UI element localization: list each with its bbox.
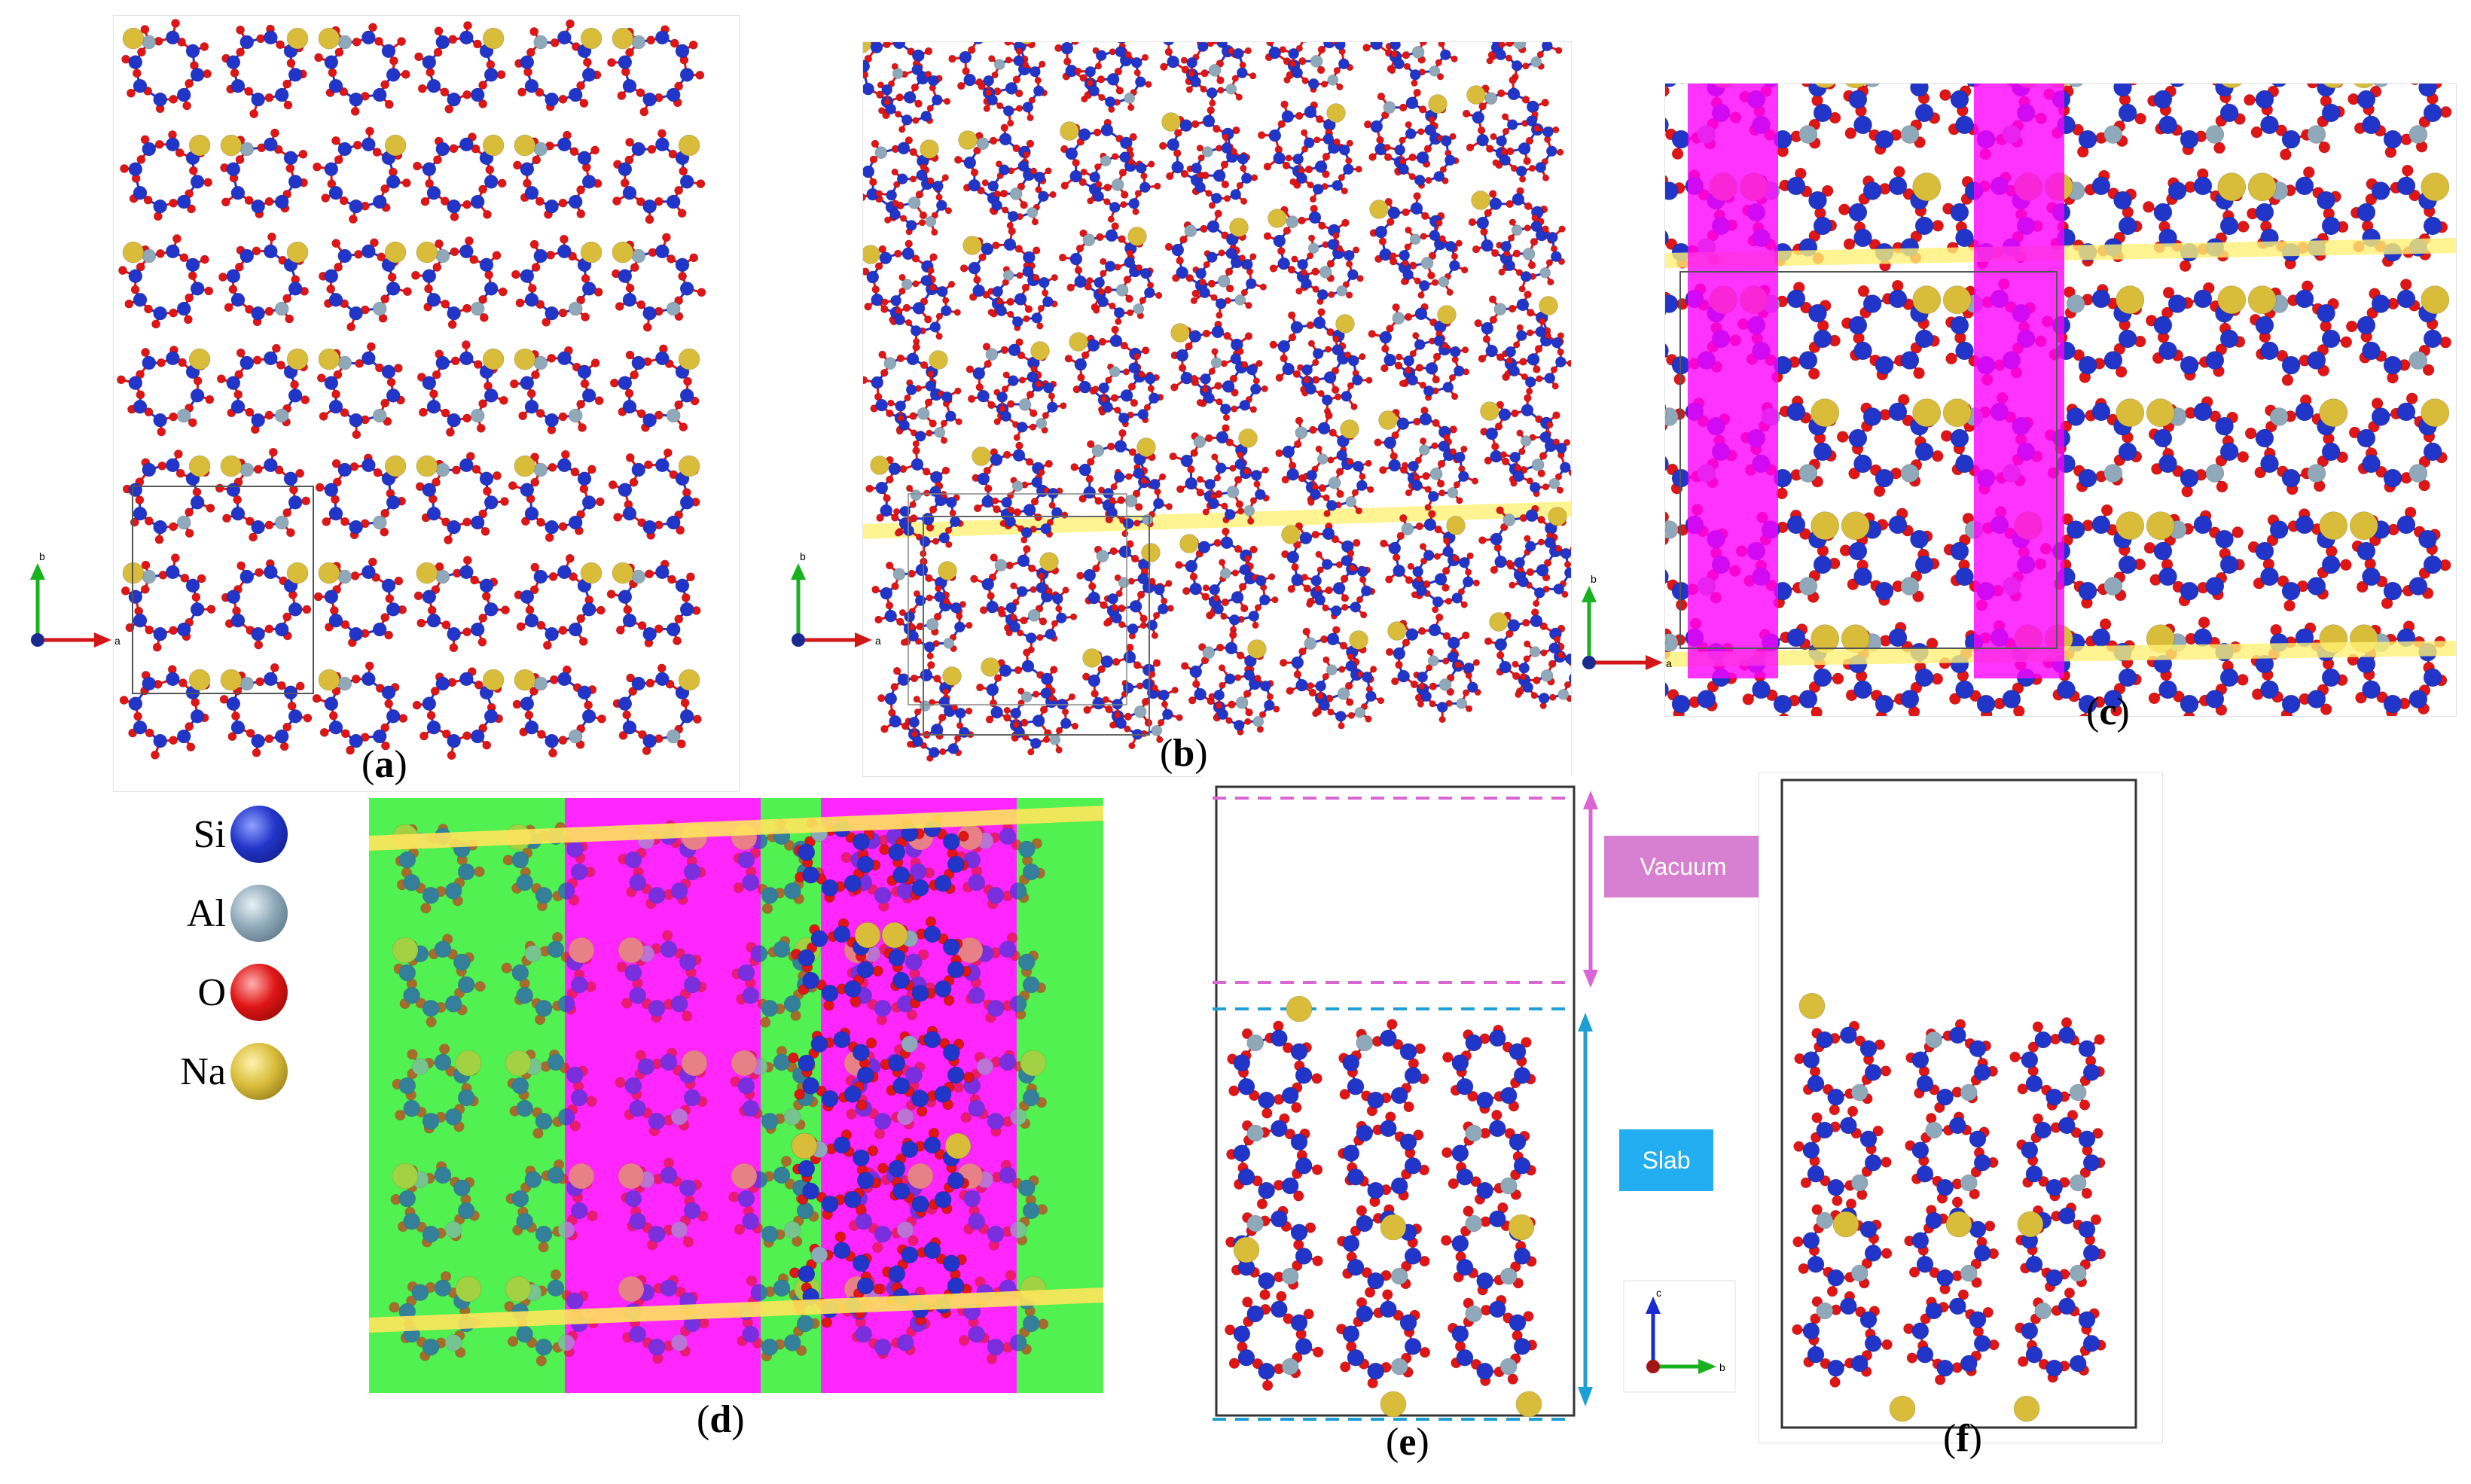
panel-e-structure <box>1201 776 1608 1431</box>
panel-e-slab <box>1213 785 1598 1421</box>
panel-a-structure <box>113 15 740 792</box>
panel-c-axes: b a <box>1574 572 1672 681</box>
axis-label-a: a <box>114 635 120 647</box>
panel-d-lattice <box>369 798 1103 1393</box>
panel-label-b: (b) <box>1160 732 1208 775</box>
panel-a-lattice <box>116 19 706 760</box>
slab-label: Slab <box>1619 1129 1713 1191</box>
panel-label-f: (f) <box>1943 1417 1982 1460</box>
al-atom-icon <box>230 885 288 942</box>
panel-label-d: (d) <box>697 1398 745 1441</box>
na-atom-icon <box>230 1043 288 1100</box>
legend-al: Al <box>136 885 288 942</box>
panel-b-axes: b a <box>783 550 881 659</box>
panel-label-a: (a) <box>361 743 407 786</box>
panel-label-e: (e) <box>1386 1421 1429 1464</box>
panel-d-structure <box>369 798 1103 1393</box>
panel-label-c: (c) <box>2086 690 2130 733</box>
legend-na: Na <box>136 1043 288 1100</box>
panel-b-lattice <box>863 42 1571 762</box>
axis-label-b: b <box>39 550 45 562</box>
panel-f-structure <box>1759 772 2163 1443</box>
panel-b-structure <box>862 41 1572 777</box>
panel-e-axes: c b <box>1623 1280 1736 1397</box>
panel-c-structure <box>1664 83 2457 717</box>
panel-a-axes: b a <box>23 550 120 659</box>
legend-o: O <box>136 964 288 1021</box>
vacuum-label: Vacuum <box>1604 836 1762 897</box>
panel-c-lattice <box>1665 84 2456 716</box>
atom-legend: Si Al O Na <box>136 806 346 1122</box>
o-atom-icon <box>230 964 288 1021</box>
legend-si: Si <box>136 806 288 863</box>
panel-f-slab <box>1780 779 2137 1429</box>
si-atom-icon <box>230 806 288 863</box>
